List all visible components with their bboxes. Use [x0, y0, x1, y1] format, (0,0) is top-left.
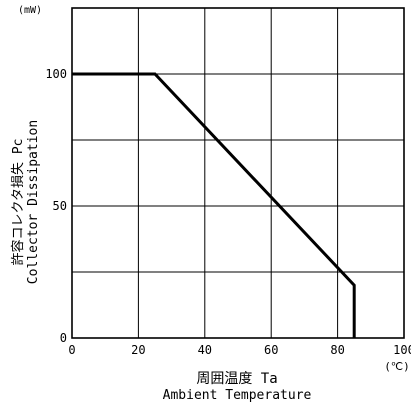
- x-axis-label-jp: 周囲温度 Ta: [196, 371, 277, 387]
- x-axis-unit: (℃): [384, 360, 410, 373]
- x-tick-label: 40: [198, 343, 212, 357]
- series-layer: [72, 72, 356, 338]
- x-tick-label: 80: [330, 343, 344, 357]
- y-axis-label-jp: 許容コレクタ損失 Pc: [10, 139, 26, 266]
- y-axis-label-en: Collector Dissipation: [26, 120, 41, 284]
- plot-frame: [71, 7, 405, 339]
- y-tick-label: 0: [60, 331, 67, 345]
- x-tick-label: 20: [131, 343, 145, 357]
- x-tick-label: 0: [68, 343, 75, 357]
- derating-curve: [72, 72, 356, 338]
- y-axis-unit: (mW): [18, 5, 42, 16]
- y-tick-label: 100: [45, 67, 67, 81]
- x-axis-label-en: Ambient Temperature: [163, 388, 312, 403]
- y-tick-label: 50: [53, 199, 67, 213]
- x-tick-label: 100: [393, 343, 411, 357]
- tick-layer: 0 20 40 60 80 100 0 50 100: [45, 67, 411, 357]
- x-tick-label: 60: [264, 343, 278, 357]
